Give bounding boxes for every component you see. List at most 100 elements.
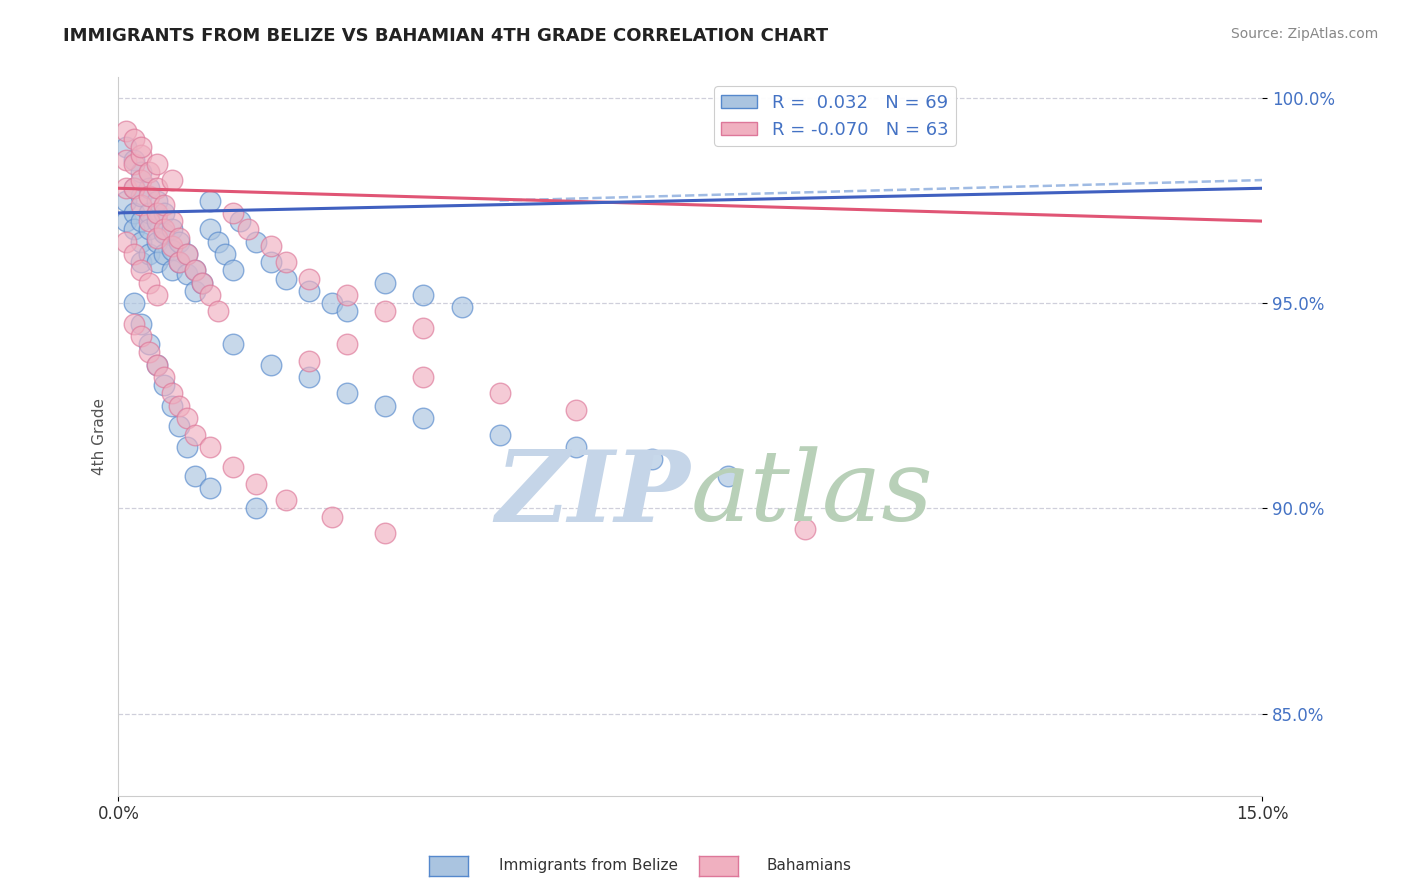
Point (222, 460, 245, 475)
Point (488, 386, 510, 401)
Text: Source: ZipAtlas.com: Source: ZipAtlas.com (1230, 27, 1378, 41)
Point (336, 386, 359, 401)
Point (131, 165, 153, 179)
Text: ZIP: ZIP (495, 446, 690, 542)
Point (198, 194, 221, 208)
Point (176, 440, 198, 454)
Point (169, 419, 191, 434)
Point (153, 206, 176, 220)
Point (153, 222, 176, 236)
Point (145, 194, 167, 208)
Point (131, 173, 153, 187)
Point (131, 140, 153, 154)
Point (160, 222, 183, 236)
Point (641, 452, 664, 467)
Point (183, 284, 205, 298)
Point (276, 271, 298, 285)
Point (131, 329, 153, 343)
Point (198, 288, 221, 302)
Point (138, 222, 160, 236)
Point (298, 370, 321, 384)
Point (169, 235, 191, 249)
Point (115, 181, 138, 195)
Point (336, 288, 359, 302)
Point (229, 214, 252, 228)
Point (176, 247, 198, 261)
Point (160, 243, 183, 257)
Point (122, 222, 145, 236)
Point (198, 440, 221, 454)
Point (122, 181, 145, 195)
Point (138, 189, 160, 203)
Point (222, 263, 245, 277)
Point (236, 222, 259, 236)
Point (131, 148, 153, 162)
Point (122, 153, 145, 167)
Text: IMMIGRANTS FROM BELIZE VS BAHAMIAN 4TH GRADE CORRELATION CHART: IMMIGRANTS FROM BELIZE VS BAHAMIAN 4TH G… (63, 27, 828, 45)
Point (145, 255, 167, 269)
Point (412, 411, 434, 425)
Point (131, 214, 153, 228)
Point (207, 304, 229, 318)
Point (145, 358, 167, 372)
Point (565, 440, 588, 454)
Point (260, 358, 283, 372)
Point (488, 427, 510, 442)
Point (245, 235, 267, 249)
Point (169, 399, 191, 413)
Point (412, 288, 434, 302)
Point (115, 124, 138, 138)
Point (131, 317, 153, 331)
Point (145, 235, 167, 249)
Point (321, 296, 343, 310)
Point (145, 181, 167, 195)
Point (191, 276, 214, 290)
Point (298, 353, 321, 368)
Point (374, 526, 396, 541)
Point (145, 156, 167, 170)
Point (122, 206, 145, 220)
Point (138, 276, 160, 290)
Point (115, 153, 138, 167)
Point (450, 301, 472, 315)
Point (145, 214, 167, 228)
Point (138, 181, 160, 195)
Point (412, 370, 434, 384)
Point (176, 411, 198, 425)
Point (412, 321, 434, 335)
Point (222, 337, 245, 351)
Point (145, 358, 167, 372)
Point (115, 235, 138, 249)
Point (245, 501, 267, 516)
Point (176, 268, 198, 282)
Point (565, 403, 588, 417)
Point (160, 263, 183, 277)
Point (183, 263, 205, 277)
Point (145, 230, 167, 244)
Point (793, 522, 815, 536)
Point (717, 468, 740, 483)
Point (138, 345, 160, 359)
Point (131, 197, 153, 211)
Point (183, 427, 205, 442)
Legend: R =  0.032   N = 69, R = -0.070   N = 63: R = 0.032 N = 69, R = -0.070 N = 63 (714, 87, 956, 146)
Point (153, 378, 176, 392)
Point (138, 337, 160, 351)
Point (222, 206, 245, 220)
Point (153, 197, 176, 211)
Point (115, 214, 138, 228)
Point (122, 296, 145, 310)
Point (260, 238, 283, 252)
Point (191, 276, 214, 290)
Point (214, 247, 236, 261)
Point (138, 165, 160, 179)
Point (131, 235, 153, 249)
Point (276, 493, 298, 508)
Point (183, 468, 205, 483)
Point (260, 255, 283, 269)
Point (160, 399, 183, 413)
Point (198, 481, 221, 495)
Point (183, 263, 205, 277)
Point (298, 271, 321, 285)
Point (115, 194, 138, 208)
